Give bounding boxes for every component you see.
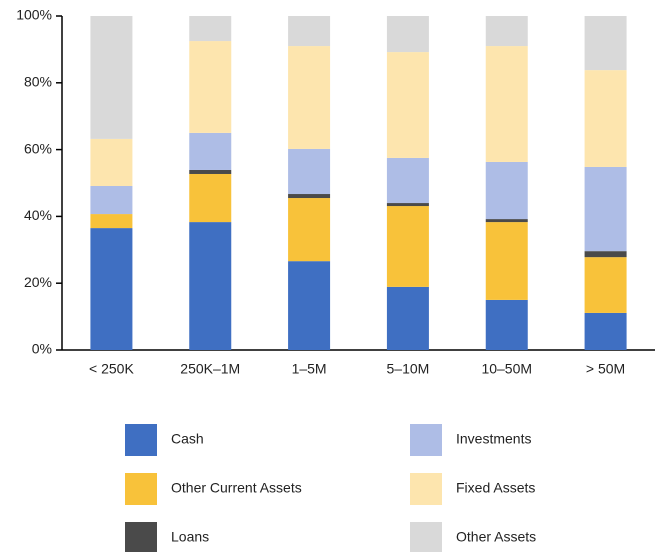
y-tick-label: 100% xyxy=(16,7,52,23)
bar-segment xyxy=(288,148,331,195)
bar-segment xyxy=(189,169,232,174)
legend-swatch xyxy=(410,424,442,456)
bar-segment xyxy=(386,203,429,207)
x-tick-label: 5–10M xyxy=(387,361,430,377)
bar-segment xyxy=(288,198,331,262)
x-tick-label: 10–50M xyxy=(481,361,532,377)
bar-segment xyxy=(485,161,528,220)
legend-swatch xyxy=(125,522,157,552)
legend-label: Investments xyxy=(456,431,531,447)
legend-swatch xyxy=(125,473,157,505)
bar-segment xyxy=(584,257,627,313)
bar-segment xyxy=(584,70,627,167)
bar-segment xyxy=(90,214,133,229)
y-tick-label: 40% xyxy=(24,207,52,223)
legend-label: Fixed Assets xyxy=(456,480,535,496)
bar-segment xyxy=(288,261,331,350)
bar-segment xyxy=(386,157,429,204)
y-tick-label: 60% xyxy=(24,140,52,156)
x-tick-label: 250K–1M xyxy=(180,361,240,377)
bar-segment xyxy=(288,194,331,199)
legend-label: Other Current Assets xyxy=(171,480,302,496)
bar-segment xyxy=(485,222,528,300)
bar-segment xyxy=(90,186,133,215)
bar-segment xyxy=(189,16,232,42)
bar-segment xyxy=(90,138,133,187)
bar-segment xyxy=(584,251,627,258)
bar-segment xyxy=(189,173,232,223)
bar-segment xyxy=(485,46,528,162)
x-tick-label: > 50M xyxy=(586,361,625,377)
bar-segment xyxy=(189,222,232,350)
y-tick-label: 0% xyxy=(32,341,52,357)
bar-segment xyxy=(386,206,429,287)
x-tick-label: < 250K xyxy=(89,361,134,377)
bar-segment xyxy=(386,52,429,158)
bar-segment xyxy=(90,16,133,139)
bar-segment xyxy=(485,219,528,223)
legend-label: Loans xyxy=(171,529,209,545)
legend-swatch xyxy=(410,473,442,505)
legend-label: Other Assets xyxy=(456,529,536,545)
bar-segment xyxy=(485,299,528,350)
bar-segment xyxy=(584,166,627,252)
bar-segment xyxy=(189,132,232,170)
legend-swatch xyxy=(410,522,442,552)
y-tick-label: 80% xyxy=(24,74,52,90)
bar-segment xyxy=(90,228,133,350)
bar-segment xyxy=(288,46,331,149)
x-tick-label: 1–5M xyxy=(292,361,327,377)
bar-segment xyxy=(288,16,331,47)
bar-segment xyxy=(386,16,429,53)
legend-label: Cash xyxy=(171,431,204,447)
y-tick-label: 20% xyxy=(24,274,52,290)
bar-segment xyxy=(584,16,627,71)
bar-segment xyxy=(189,41,232,133)
legend-swatch xyxy=(125,424,157,456)
bar-segment xyxy=(584,312,627,350)
bar-segment xyxy=(485,16,528,47)
bar-segment xyxy=(386,286,429,350)
